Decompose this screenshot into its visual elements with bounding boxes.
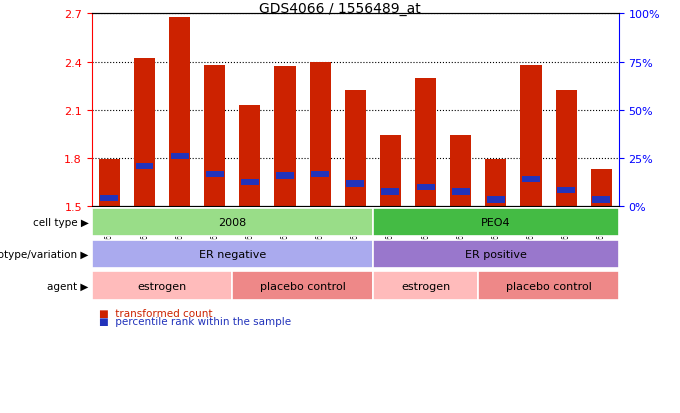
Bar bbox=[487, 197, 505, 203]
Bar bbox=[415, 78, 436, 206]
Text: genotype/variation ▶: genotype/variation ▶ bbox=[0, 249, 88, 259]
Bar bbox=[206, 171, 224, 178]
Bar bbox=[380, 136, 401, 206]
Text: placebo control: placebo control bbox=[506, 281, 592, 291]
Text: ER positive: ER positive bbox=[465, 249, 527, 259]
Bar bbox=[99, 160, 120, 206]
Bar bbox=[452, 189, 470, 195]
Bar bbox=[556, 91, 577, 206]
Bar bbox=[233, 272, 373, 300]
Bar bbox=[373, 208, 619, 237]
Text: ER negative: ER negative bbox=[199, 249, 266, 259]
Text: ■  transformed count: ■ transformed count bbox=[99, 308, 212, 318]
Text: estrogen: estrogen bbox=[137, 281, 187, 291]
Bar bbox=[275, 67, 296, 206]
Text: agent ▶: agent ▶ bbox=[47, 281, 88, 291]
Bar bbox=[311, 171, 329, 178]
Text: placebo control: placebo control bbox=[260, 281, 345, 291]
Bar bbox=[417, 184, 435, 190]
Text: PEO4: PEO4 bbox=[481, 217, 511, 228]
Bar bbox=[92, 208, 373, 237]
Bar bbox=[134, 59, 155, 206]
Text: estrogen: estrogen bbox=[401, 281, 450, 291]
Bar bbox=[309, 62, 330, 206]
Bar bbox=[239, 106, 260, 206]
Bar bbox=[381, 189, 399, 195]
Bar bbox=[373, 240, 619, 268]
Bar bbox=[592, 197, 610, 203]
Bar bbox=[557, 188, 575, 194]
Bar bbox=[345, 91, 366, 206]
Bar bbox=[478, 272, 619, 300]
Bar bbox=[241, 179, 259, 186]
Bar bbox=[135, 163, 154, 170]
Bar bbox=[92, 240, 373, 268]
Bar bbox=[276, 173, 294, 179]
Bar bbox=[486, 160, 507, 206]
Bar bbox=[450, 136, 471, 206]
Bar bbox=[169, 18, 190, 206]
Text: GDS4066 / 1556489_at: GDS4066 / 1556489_at bbox=[259, 2, 421, 16]
Text: cell type ▶: cell type ▶ bbox=[33, 217, 88, 228]
Bar bbox=[520, 66, 541, 206]
Bar bbox=[101, 195, 118, 202]
Bar bbox=[591, 170, 612, 206]
Bar bbox=[204, 66, 225, 206]
Bar bbox=[346, 181, 364, 188]
Bar bbox=[373, 272, 478, 300]
Bar bbox=[522, 176, 540, 183]
Text: ■  percentile rank within the sample: ■ percentile rank within the sample bbox=[99, 316, 291, 326]
Text: 2008: 2008 bbox=[218, 217, 246, 228]
Bar bbox=[92, 272, 233, 300]
Bar bbox=[171, 154, 188, 160]
